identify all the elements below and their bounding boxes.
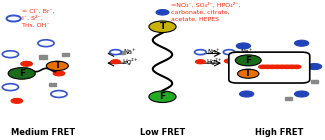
FancyBboxPatch shape	[229, 52, 310, 83]
Circle shape	[156, 10, 169, 15]
Circle shape	[11, 98, 23, 103]
Text: Na⁺: Na⁺	[123, 49, 136, 55]
Circle shape	[51, 91, 67, 97]
Circle shape	[236, 43, 251, 49]
Circle shape	[268, 65, 277, 69]
Circle shape	[2, 84, 19, 91]
Circle shape	[283, 65, 291, 69]
Bar	[311, 80, 318, 83]
Circle shape	[195, 50, 206, 55]
Circle shape	[273, 65, 281, 69]
Text: F: F	[160, 92, 165, 101]
Circle shape	[196, 60, 205, 64]
Circle shape	[6, 16, 21, 22]
Bar	[10, 69, 18, 72]
Circle shape	[294, 40, 309, 46]
Text: Low FRET: Low FRET	[140, 128, 185, 136]
Bar	[198, 51, 204, 53]
Bar	[61, 52, 69, 56]
Text: Na⁺: Na⁺	[240, 49, 253, 55]
Circle shape	[149, 21, 176, 32]
Text: = Cl⁻, Br⁻,
I⁻, S²⁻,
Tris, OH⁻: = Cl⁻, Br⁻, I⁻, S²⁻, Tris, OH⁻	[22, 9, 55, 28]
Circle shape	[238, 69, 259, 78]
Text: Hg²⁺: Hg²⁺	[235, 58, 251, 65]
Circle shape	[235, 55, 261, 66]
Text: Hg²⁺: Hg²⁺	[122, 58, 137, 65]
Circle shape	[110, 50, 122, 55]
Bar	[39, 55, 47, 59]
Text: High FRET: High FRET	[255, 128, 303, 136]
Circle shape	[278, 65, 286, 69]
Bar	[119, 51, 125, 53]
Text: T: T	[245, 69, 251, 78]
Bar	[233, 51, 239, 53]
Circle shape	[307, 64, 322, 70]
Text: T: T	[159, 22, 166, 31]
Bar	[49, 83, 56, 86]
Text: F: F	[245, 56, 251, 65]
Text: =NO₃⁻, SO₄²⁻, HPO₄²⁻,
carbonate, citrate,
acetate, HEPES: =NO₃⁻, SO₄²⁻, HPO₄²⁻, carbonate, citrate…	[171, 3, 240, 22]
Bar	[253, 53, 260, 56]
Text: T: T	[54, 61, 60, 70]
Circle shape	[224, 59, 234, 63]
Circle shape	[223, 50, 235, 55]
Text: Hg²⁺: Hg²⁺	[207, 58, 222, 65]
Circle shape	[38, 40, 54, 47]
Circle shape	[294, 91, 309, 97]
Circle shape	[264, 65, 272, 69]
Circle shape	[149, 91, 176, 102]
Circle shape	[8, 68, 35, 79]
Text: F: F	[19, 69, 25, 78]
Circle shape	[259, 65, 267, 69]
Circle shape	[111, 60, 121, 64]
Circle shape	[53, 71, 65, 76]
Text: Na⁺: Na⁺	[208, 49, 220, 55]
Circle shape	[240, 91, 254, 97]
Circle shape	[2, 51, 19, 58]
Circle shape	[292, 65, 301, 69]
Circle shape	[288, 65, 296, 69]
Text: Medium FRET: Medium FRET	[11, 128, 75, 136]
Bar	[285, 97, 292, 100]
Circle shape	[21, 61, 32, 66]
Circle shape	[46, 61, 68, 71]
